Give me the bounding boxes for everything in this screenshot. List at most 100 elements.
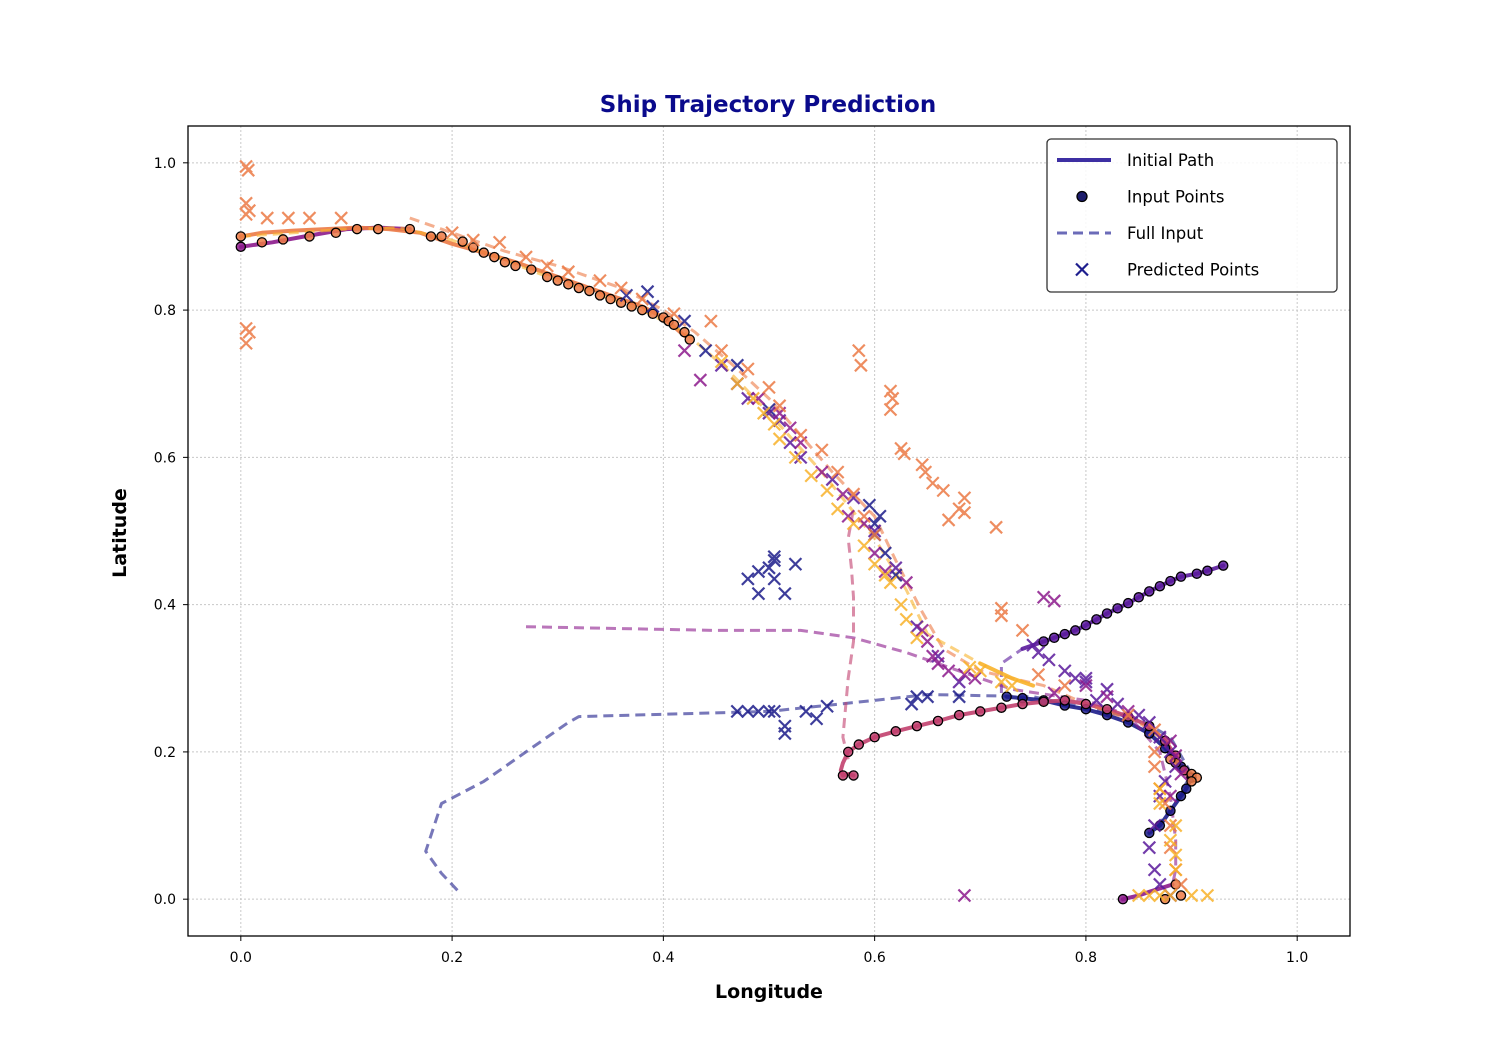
predicted-point	[762, 406, 776, 420]
predicted-point	[772, 399, 787, 413]
predicted-point	[445, 225, 459, 240]
predicted-point	[1168, 748, 1183, 763]
predicted-point	[1184, 888, 1199, 903]
predicted-point-stroke	[862, 498, 877, 513]
input-point	[1144, 586, 1155, 597]
input-point	[1059, 695, 1071, 706]
predicted-point-stroke	[788, 450, 803, 465]
predicted-point-stroke	[857, 538, 871, 553]
input-point	[510, 260, 521, 272]
input-point	[425, 231, 437, 242]
predicted-point-stroke	[830, 502, 845, 516]
axis-ticks: 0.0 0.2 0.4 0.6 0.8 1.0 0.0 0.2 0.4 0.6 0.8 1.0	[154, 156, 1309, 966]
predicted-point	[830, 502, 845, 516]
input-point	[541, 271, 553, 283]
plot-area	[235, 159, 1229, 905]
predicted-point-stroke	[1153, 888, 1167, 903]
predicted-point	[1058, 678, 1072, 693]
predicted-point	[492, 235, 507, 250]
input-point	[1202, 565, 1213, 577]
predicted-point-stroke	[1131, 708, 1146, 722]
predicted-point-stroke	[915, 457, 929, 472]
input-point	[1091, 614, 1102, 625]
predicted-point-stroke	[867, 524, 882, 538]
predicted-point-stroke	[281, 211, 296, 225]
predicted-point	[1142, 840, 1157, 855]
predicted-point	[854, 358, 868, 373]
predicted-point-stroke	[767, 572, 782, 586]
legend-label: Initial Path	[1127, 151, 1214, 170]
predicted-point	[899, 612, 914, 627]
predicted-point-stroke	[239, 207, 253, 222]
predicted-point-stroke	[1163, 833, 1178, 848]
predicted-point-stroke	[1147, 723, 1162, 737]
predicted-point-stroke	[941, 664, 956, 678]
legend-label: Input Points	[1127, 188, 1225, 207]
predicted-point-stroke	[1031, 667, 1046, 682]
y-tick-label: 0.6	[154, 450, 176, 466]
predicted-point	[751, 704, 766, 719]
predicted-point-stroke	[925, 476, 940, 490]
predicted-point	[1153, 888, 1167, 903]
predicted-point	[994, 608, 1009, 623]
predicted-point	[1026, 638, 1040, 652]
predicted-point	[920, 634, 935, 649]
predicted-point-stroke	[910, 689, 924, 704]
predicted-point	[778, 726, 792, 741]
predicted-point-stroke	[1068, 671, 1083, 686]
predicted-point-stroke	[741, 391, 755, 406]
predicted-point	[741, 391, 755, 406]
predicted-point-stroke	[693, 373, 708, 387]
input-point	[1112, 603, 1123, 614]
predicted-point-stroke	[883, 402, 898, 417]
predicted-point	[677, 314, 692, 328]
predicted-point	[1153, 796, 1167, 811]
predicted-point-stroke	[704, 314, 718, 328]
legend-item-dashed: Full Input	[1057, 224, 1204, 243]
input-point	[975, 706, 986, 717]
predicted-point-stroke	[820, 699, 834, 714]
predicted-point	[994, 675, 1009, 689]
predicted-point-stroke	[1168, 748, 1183, 763]
predicted-point-stroke	[1163, 818, 1178, 833]
predicted-point-stroke	[994, 608, 1009, 623]
predicted-point-stroke	[466, 233, 480, 247]
input-point	[573, 282, 585, 294]
predicted-point-stroke	[445, 225, 459, 240]
predicted-point-stroke	[918, 465, 933, 479]
x-tick-label: 0.8	[1075, 950, 1097, 966]
predicted-point-stroke	[778, 586, 792, 601]
predicted-point	[1036, 590, 1051, 605]
predicted-point-stroke	[885, 391, 900, 406]
predicted-point	[667, 306, 681, 321]
y-axis-label: Latitude	[109, 488, 131, 578]
predicted-point-stroke	[260, 211, 275, 225]
predicted-point	[820, 483, 834, 498]
predicted-point-stroke	[751, 564, 766, 579]
predicted-point	[783, 421, 797, 435]
input-point	[372, 223, 384, 235]
predicted-point	[260, 211, 275, 225]
predicted-point-stroke	[239, 159, 253, 174]
predicted-point-stroke	[1163, 734, 1178, 748]
predicted-point	[952, 675, 966, 689]
predicted-point	[857, 509, 871, 524]
predicted-point	[857, 538, 871, 553]
input-point	[1165, 754, 1176, 765]
predicted-point	[1142, 888, 1157, 903]
predicted-point-stroke	[920, 689, 935, 704]
predicted-point-stroke	[952, 502, 966, 516]
predicted-point-stroke	[867, 557, 882, 571]
predicted-point	[846, 516, 861, 531]
input-point	[1186, 776, 1197, 787]
predicted-point	[1147, 723, 1162, 737]
predicted-point	[1042, 653, 1056, 667]
predicted-point-stroke	[1005, 678, 1019, 693]
predicted-point	[904, 697, 919, 711]
predicted-point-stroke	[783, 421, 797, 435]
predicted-point	[540, 259, 554, 273]
predicted-point	[1163, 734, 1178, 748]
predicted-point-stroke	[1047, 594, 1061, 608]
predicted-point-stroke	[767, 417, 782, 432]
